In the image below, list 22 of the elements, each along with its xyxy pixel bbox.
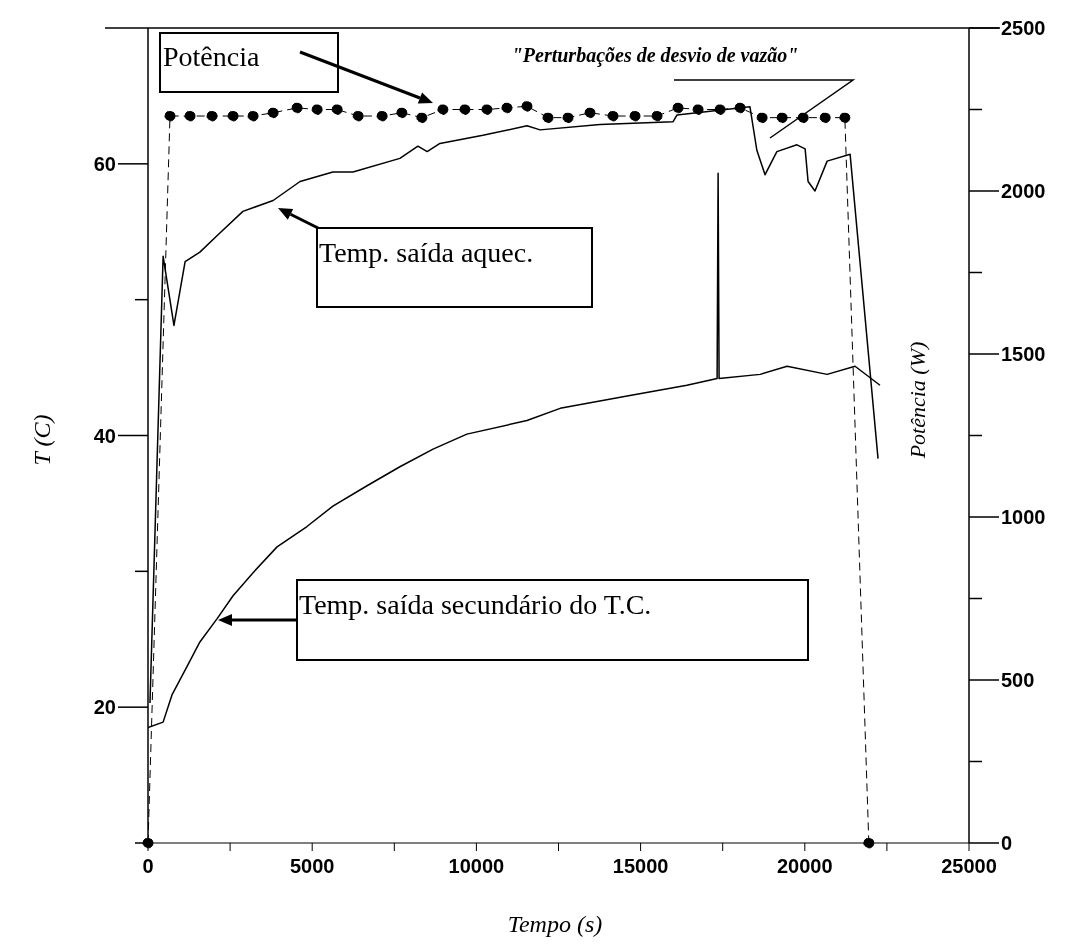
x-tick-label: 25000	[941, 855, 997, 877]
y2-tick-label: 2000	[1001, 180, 1046, 203]
y-tick-label: 20	[93, 696, 116, 719]
x-tick-label: 0	[142, 855, 154, 877]
y2-tick-label: 2500	[1001, 17, 1046, 40]
annotation: "Perturbações de desvio de vazão"	[511, 44, 799, 67]
y-tick-label: 60	[93, 152, 116, 175]
x-tick-label: 5000	[289, 855, 335, 877]
annotation: Potência	[163, 41, 260, 72]
annotation: Temp. saída secundário do T.C.	[299, 589, 652, 620]
x-tick-label: 15000	[612, 855, 669, 877]
x-tick-label: 20000	[776, 855, 833, 877]
y2-axis-title: Potência (W)	[905, 341, 930, 460]
x-tick-label: 10000	[448, 855, 505, 877]
y2-tick-label: 0	[1001, 832, 1013, 855]
y-axis-title: T (C)	[29, 414, 55, 466]
y2-tick-label: 1500	[1001, 343, 1046, 366]
annotation: Temp. saída aquec.	[319, 237, 534, 268]
y2-tick-label: 500	[1001, 669, 1035, 692]
x-axis-title: Tempo (s)	[507, 911, 603, 937]
y2-tick-label: 1000	[1001, 506, 1046, 529]
y-tick-label: 40	[93, 424, 116, 447]
